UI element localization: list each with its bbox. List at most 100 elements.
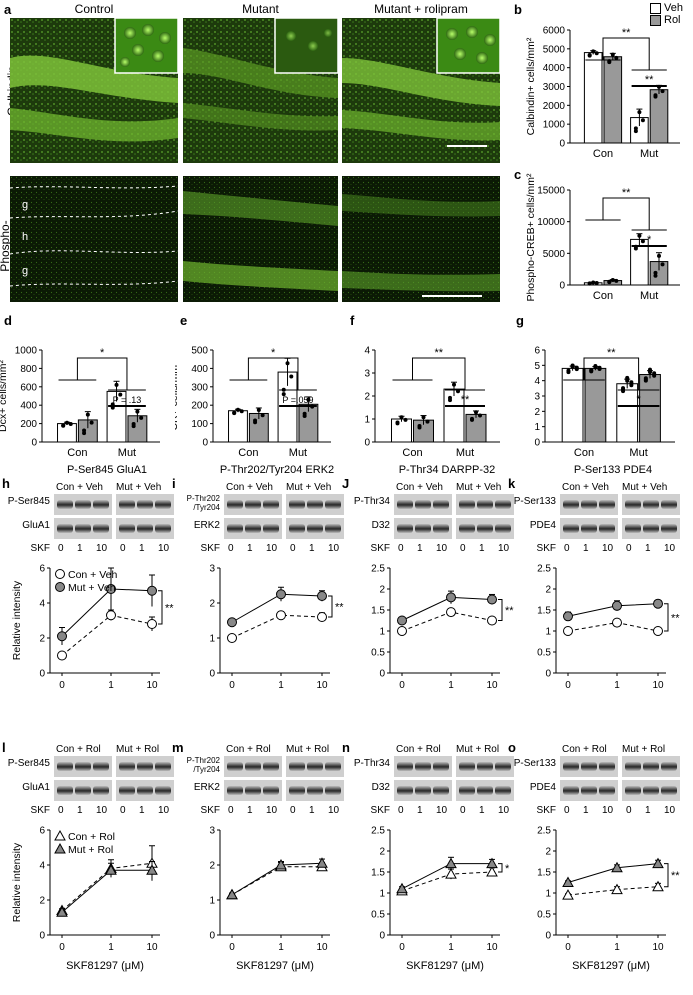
- blot-strip: [54, 780, 112, 801]
- data-marker: [563, 626, 573, 636]
- data-marker: [611, 883, 623, 895]
- x-tick-label: 1: [278, 942, 284, 953]
- blot-band: [137, 786, 153, 795]
- blot-strip: [54, 756, 112, 777]
- skf-dose: 1: [645, 543, 651, 554]
- line-chart-h: 0 2 4 6 0 1 10 Relative intensity ** Con + VehMut…: [11, 564, 174, 692]
- blot-band: [563, 500, 579, 509]
- blot-band: [643, 762, 659, 771]
- data-point: [232, 410, 237, 415]
- data-point: [289, 374, 294, 379]
- blot-band: [433, 786, 449, 795]
- y-tick-label: 0: [31, 438, 37, 449]
- x-tick-label: Mut: [629, 447, 647, 459]
- data-marker: [486, 857, 498, 869]
- group-label: Mut + Rol: [622, 744, 666, 755]
- blot-band: [581, 786, 597, 795]
- bar-mut-veh: [616, 383, 639, 443]
- blot-band: [477, 762, 493, 771]
- y-tick-label: 3: [534, 392, 540, 403]
- data-point: [593, 364, 598, 369]
- y-tick-label: 0.5: [371, 648, 385, 659]
- data-point: [89, 420, 94, 425]
- data-marker: [446, 607, 456, 618]
- bar-con-rol: [584, 367, 607, 443]
- panel-letter-l: l: [2, 740, 6, 755]
- blot-strip: [224, 780, 282, 801]
- data-marker: [652, 880, 664, 892]
- y-tick-label: 1.5: [371, 868, 385, 879]
- blot-band: [325, 524, 341, 533]
- y-tick-label: 0: [202, 438, 208, 449]
- group-label: Mut + Veh: [622, 482, 668, 493]
- group-label: Con + Veh: [56, 482, 103, 493]
- skf-dose: 10: [602, 805, 614, 816]
- data-marker: [446, 592, 456, 603]
- blot-band: [155, 524, 171, 533]
- blot-band: [325, 762, 341, 771]
- y-tick-label: 5: [534, 361, 540, 372]
- data-point: [64, 420, 69, 425]
- legend-label: Mut + Rol: [68, 844, 113, 856]
- significance-bracket: [664, 863, 669, 888]
- x-axis-label: SKF81297 (μM): [236, 960, 314, 972]
- y-tick-label: 0.5: [537, 648, 551, 659]
- data-point: [610, 52, 615, 57]
- data-point: [629, 380, 634, 385]
- y-tick-label: 0.5: [537, 910, 551, 921]
- blot-band: [57, 500, 73, 509]
- panel-letter-g: g: [516, 313, 524, 328]
- x-tick-label: 1: [108, 680, 114, 691]
- skf-dose: 10: [498, 543, 510, 554]
- data-point: [653, 270, 658, 275]
- panel-letter-f: f: [350, 313, 355, 328]
- data-point: [131, 422, 136, 427]
- blot-band: [495, 762, 511, 771]
- legend-veh-swatch: [650, 2, 661, 14]
- group-label: Mut + Rol: [456, 744, 500, 755]
- blot-label-total: GluA1: [22, 520, 50, 531]
- data-point: [260, 413, 265, 418]
- skf-dose: 0: [228, 805, 234, 816]
- x-tick-label: 10: [486, 942, 498, 953]
- blot-strip: [560, 494, 618, 515]
- y-tick-label: 2.5: [371, 826, 385, 837]
- blot-band: [397, 524, 413, 533]
- skf-dose: 10: [498, 805, 510, 816]
- blot-band: [57, 524, 73, 533]
- data-marker: [562, 876, 574, 887]
- data-point: [421, 415, 426, 420]
- data-marker: [57, 650, 67, 661]
- x-tick-label: 10: [486, 680, 498, 691]
- group-label: Mut + Veh: [116, 482, 162, 493]
- data-marker: [612, 600, 622, 611]
- blot-band: [227, 786, 243, 795]
- blot-panel-h: h P-Ser845 GluA1 Con + Veh Mut + Veh P-Ser84…: [2, 464, 184, 728]
- blot-band: [581, 762, 597, 771]
- group-label: Mut + Veh: [286, 482, 332, 493]
- chart-g: 0123456Nest-building scoreConMut***: [534, 346, 675, 459]
- blot-strip: [560, 780, 618, 801]
- blot-label-total: PDE4: [529, 782, 556, 793]
- y-tick-label: 0: [209, 931, 215, 942]
- blot-band: [599, 786, 615, 795]
- blot-band: [433, 524, 449, 533]
- data-marker: [612, 617, 622, 628]
- bar-mut-rol: [465, 413, 487, 443]
- data-marker: [487, 594, 497, 605]
- bar-con-veh: [391, 418, 412, 443]
- blot-band: [119, 786, 135, 795]
- skf-dose: 1: [139, 805, 145, 816]
- data-point: [589, 368, 594, 373]
- x-tick-label: 1: [614, 680, 620, 691]
- blot-band: [459, 500, 475, 509]
- data-point: [425, 419, 430, 424]
- x-tick-label: 10: [316, 942, 328, 953]
- blot-band: [625, 762, 641, 771]
- blot-band: [75, 762, 91, 771]
- blot-band: [75, 786, 91, 795]
- y-tick-label: 1000: [15, 346, 38, 357]
- significance-bracket: [328, 595, 333, 618]
- legend-label: Con + Veh: [68, 569, 117, 581]
- blot-band: [289, 786, 305, 795]
